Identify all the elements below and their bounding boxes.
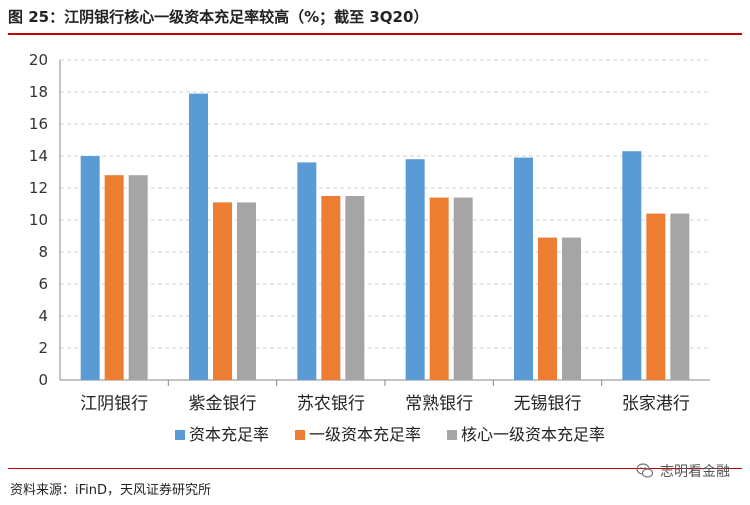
bar (646, 213, 666, 380)
x-tick-label: 张家港行 (622, 394, 690, 414)
legend-swatch (295, 430, 305, 440)
legend-label: 一级资本充足率 (309, 425, 421, 444)
legend-swatch (175, 430, 185, 440)
source-note: 资料来源：iFinD，天风证券研究所 (10, 483, 212, 498)
bar (189, 93, 208, 380)
x-tick-label: 无锡银行 (514, 394, 582, 414)
y-tick-label: 18 (29, 83, 48, 101)
y-tick-label: 20 (29, 51, 48, 69)
bar (104, 175, 124, 380)
bar (237, 202, 256, 380)
chart-title: 图 25：江阴银行核心一级资本充足率较高（%；截至 3Q20） (8, 8, 429, 26)
y-tick-label: 0 (38, 371, 48, 389)
bar (80, 156, 100, 380)
y-tick-label: 6 (38, 275, 48, 293)
bar (622, 151, 642, 380)
bar (321, 196, 341, 380)
legend-label: 资本充足率 (189, 425, 269, 444)
title-rule (8, 33, 742, 35)
x-tick-label: 紫金银行 (189, 394, 257, 414)
bar (453, 197, 473, 380)
bar (345, 196, 365, 380)
bar (297, 162, 317, 380)
bar-chart: 0 2 4 6 8 10 12 14 16 18 20 江阴银行 紫金银行 苏农银行 常熟银行 无锡银行 张家港… (29, 51, 710, 444)
bar (213, 202, 232, 380)
watermark-text: 志明看金融 (660, 464, 730, 480)
bar (128, 175, 148, 380)
y-tick-label: 8 (38, 243, 48, 261)
x-tick-label: 苏农银行 (297, 394, 365, 414)
bar (562, 237, 581, 380)
legend-swatch (447, 430, 457, 440)
y-tick-label: 16 (29, 115, 48, 133)
footer-rule (8, 468, 742, 469)
watermark: 志明看金融 (636, 461, 730, 481)
bar (514, 157, 533, 380)
bar (670, 213, 690, 380)
bar (429, 197, 449, 380)
legend-label: 核心一级资本充足率 (461, 425, 605, 444)
y-tick-label: 14 (29, 147, 48, 165)
y-tick-label: 10 (29, 211, 48, 229)
wechat-chat-icon (636, 463, 654, 478)
y-tick-label: 2 (38, 339, 48, 357)
bar (538, 237, 557, 380)
y-tick-label: 12 (29, 179, 48, 197)
y-tick-label: 4 (38, 307, 48, 325)
x-tick-label: 江阴银行 (80, 394, 148, 414)
x-tick-label: 常熟银行 (405, 393, 473, 414)
bar (405, 159, 425, 380)
